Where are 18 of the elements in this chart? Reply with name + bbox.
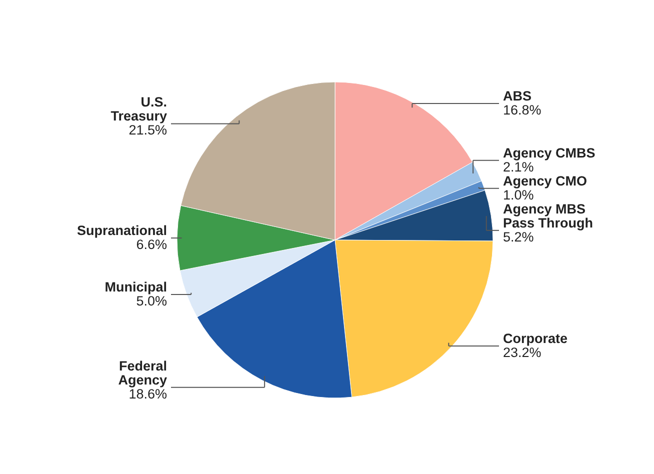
data-label: 5.0% (136, 293, 167, 308)
slice-label: Agency CMO (503, 173, 588, 188)
slice-label: Agency CMBS (503, 145, 596, 160)
data-label: 21.5% (128, 122, 167, 138)
data-label: 6.6% (136, 237, 167, 252)
slice-label: U.S. Treasury (110, 94, 168, 124)
slice-label: Supranational (76, 223, 167, 238)
data-label: 16.8% (503, 102, 542, 118)
data-label: 5.2% (503, 229, 534, 244)
data-label: 18.6% (128, 386, 167, 402)
data-label: 1.0% (503, 187, 534, 202)
slice-label: ABS (503, 88, 532, 104)
data-label: 2.1% (503, 159, 534, 174)
slice-label: Corporate (503, 330, 568, 346)
slice-label: Federal Agency (118, 358, 168, 388)
data-label: 23.2% (503, 344, 542, 360)
slice-label: Municipal (104, 279, 167, 294)
slice-label: Agency MBS Pass Through (503, 201, 594, 230)
